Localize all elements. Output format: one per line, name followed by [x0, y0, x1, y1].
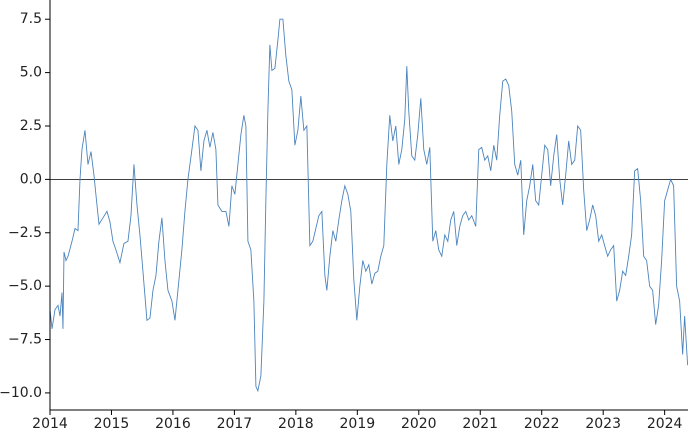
x-tick-label: 2014	[32, 416, 68, 432]
x-tick-label: 2024	[647, 416, 683, 432]
x-tick-label: 2018	[278, 416, 314, 432]
x-tick-label: 2020	[401, 416, 437, 432]
x-tick-label: 2019	[340, 416, 376, 432]
y-tick-label: −5.0	[8, 278, 42, 294]
y-tick-label: 7.5	[20, 11, 42, 27]
x-tick-label: 2016	[155, 416, 191, 432]
y-tick-label: −7.5	[8, 332, 42, 348]
x-tick-label: 2022	[524, 416, 560, 432]
x-tick-label: 2023	[585, 416, 621, 432]
y-tick-label: 5.0	[20, 65, 42, 81]
y-tick-label: −10.0	[0, 385, 42, 401]
x-tick-label: 2015	[94, 416, 130, 432]
x-tick-label: 2017	[217, 416, 253, 432]
y-tick-label: −2.5	[8, 225, 42, 241]
y-tick-label: 2.5	[20, 118, 42, 134]
x-tick-label: 2021	[462, 416, 498, 432]
y-tick-label: 0.0	[20, 171, 42, 187]
line-series	[49, 18, 689, 393]
